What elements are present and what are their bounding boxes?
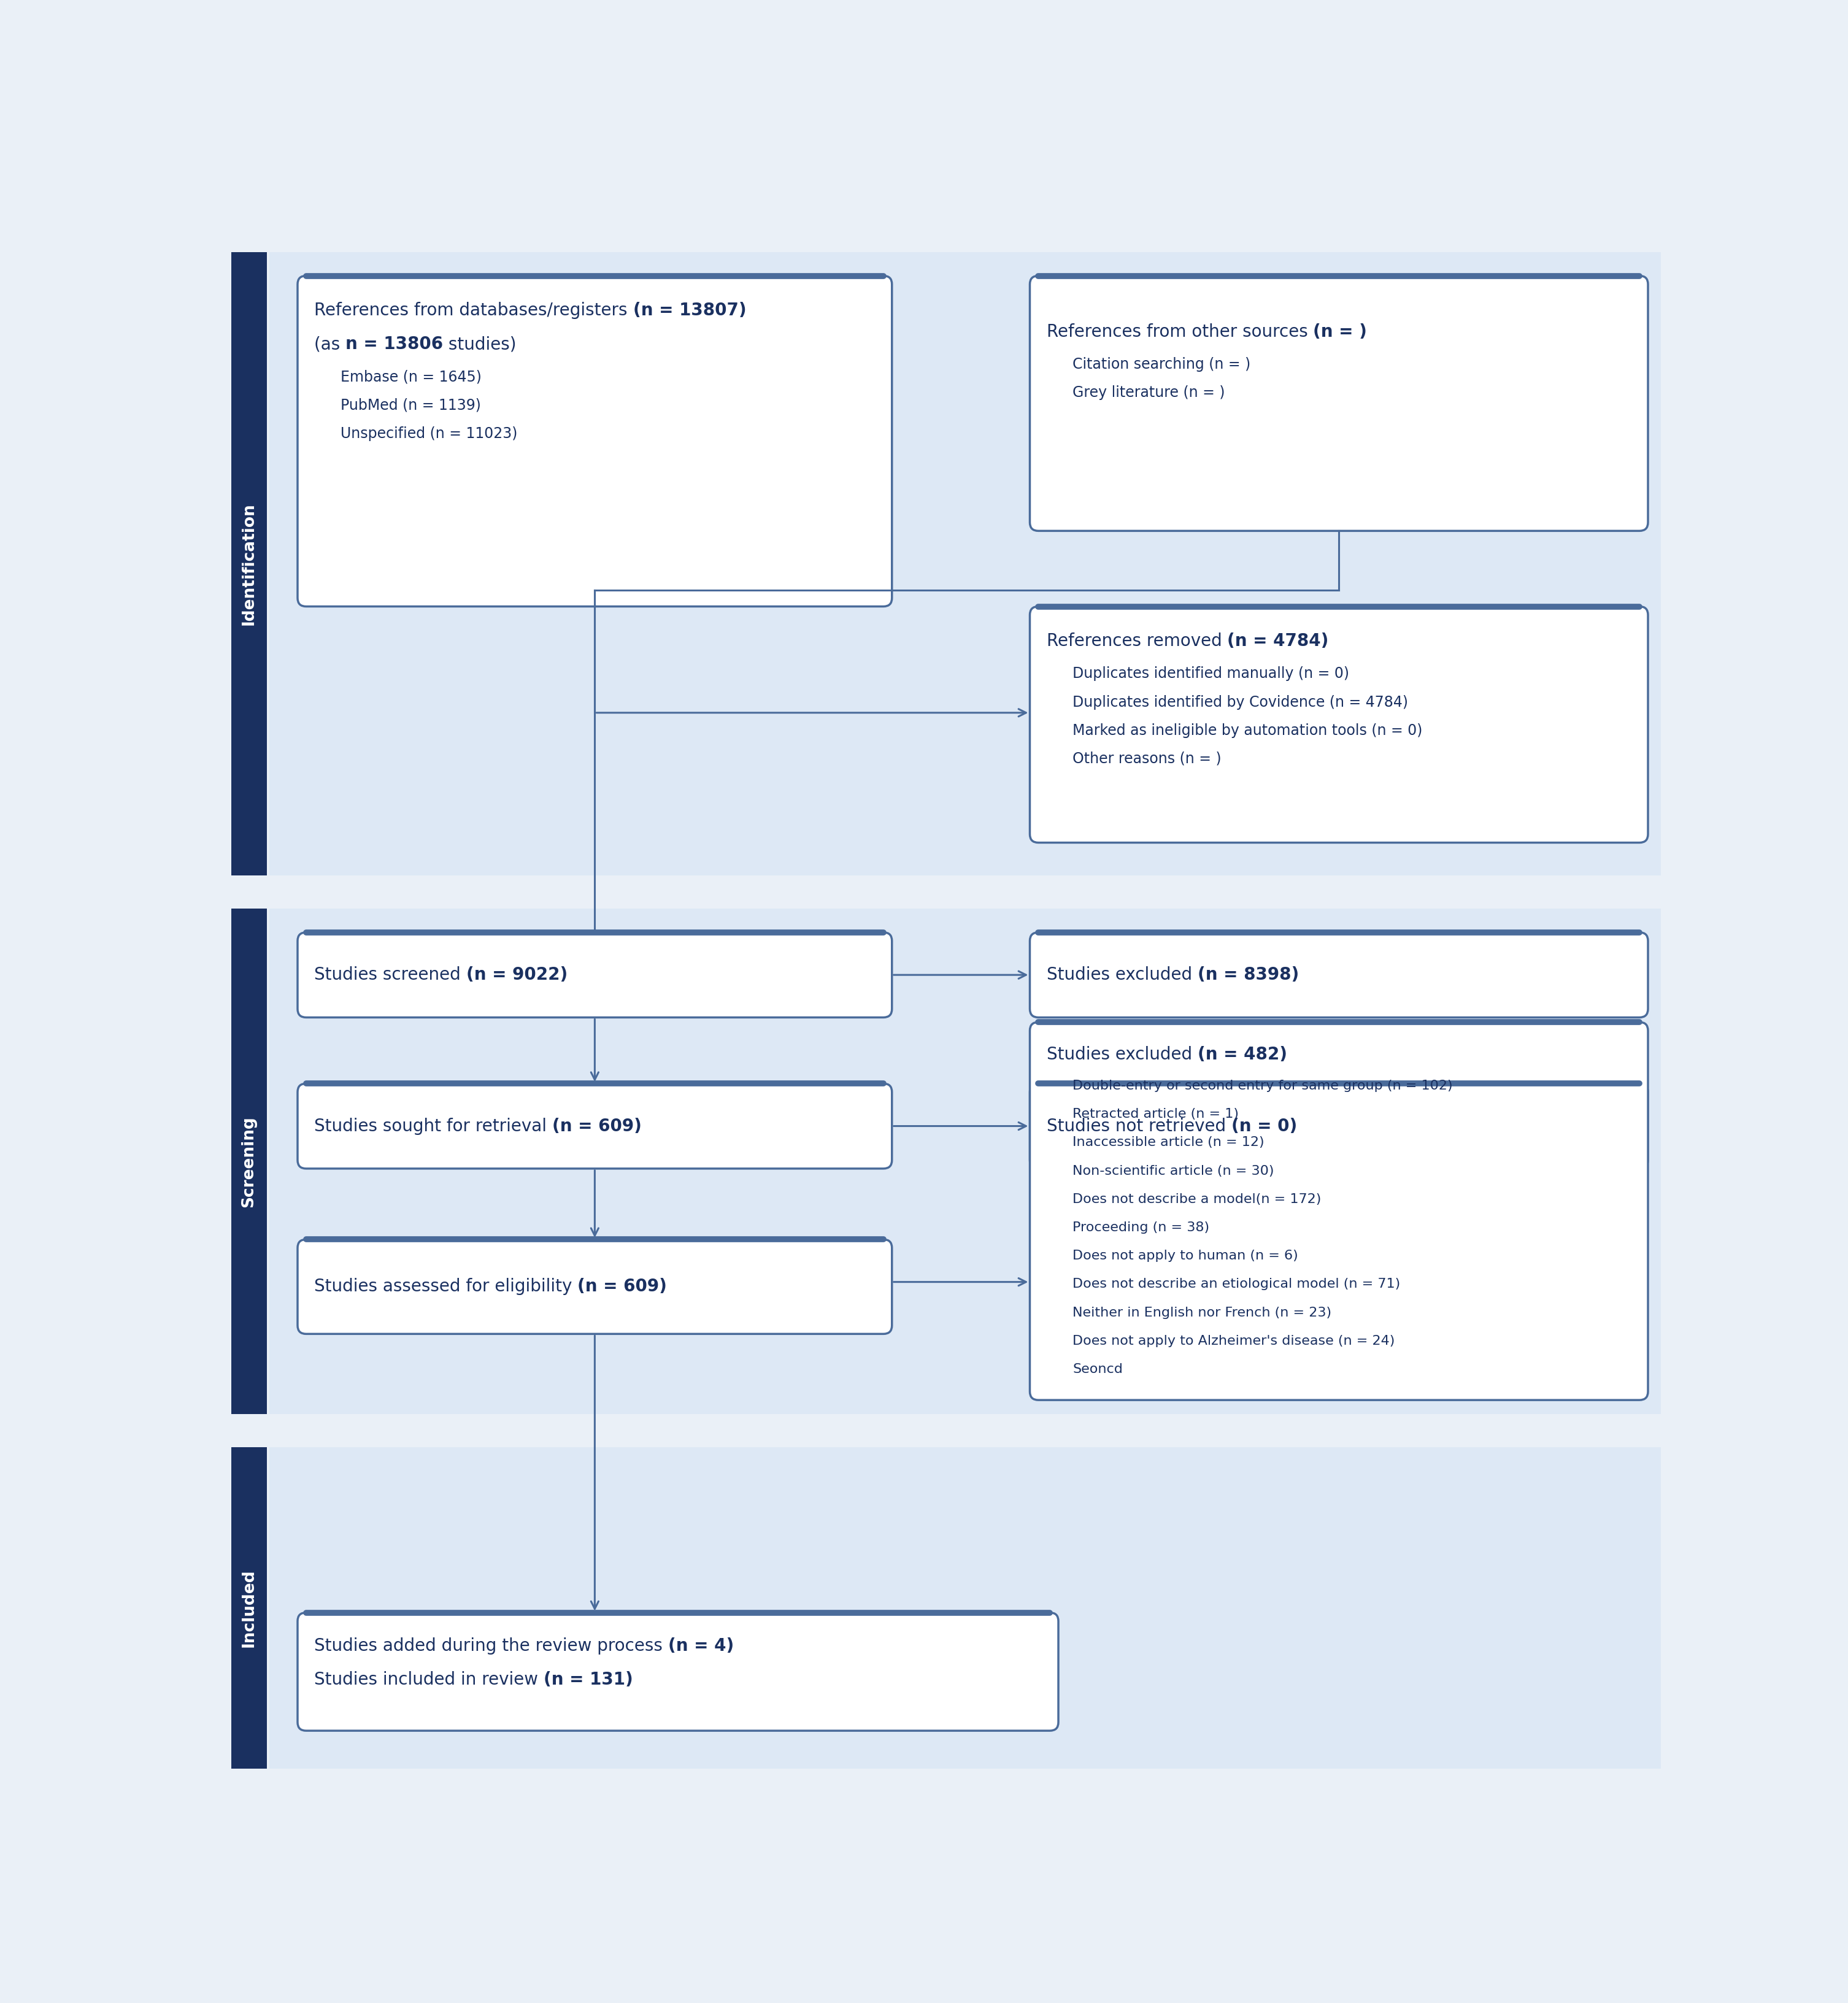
FancyBboxPatch shape <box>1029 1084 1648 1168</box>
Text: Duplicates identified manually (n = 0): Duplicates identified manually (n = 0) <box>1072 667 1349 681</box>
Text: (n = 482): (n = 482) <box>1198 1046 1286 1064</box>
Text: Duplicates identified by Covidence (n = 4784): Duplicates identified by Covidence (n = … <box>1072 695 1408 709</box>
Text: Embase (n = 1645): Embase (n = 1645) <box>340 371 480 385</box>
Text: (n = ): (n = ) <box>1314 322 1368 341</box>
Text: Does not apply to human (n = 6): Does not apply to human (n = 6) <box>1072 1250 1299 1262</box>
Text: (n = 9022): (n = 9022) <box>466 965 567 983</box>
Text: Marked as ineligible by automation tools (n = 0): Marked as ineligible by automation tools… <box>1072 723 1423 737</box>
Text: (n = 8398): (n = 8398) <box>1198 965 1299 983</box>
FancyBboxPatch shape <box>298 1240 893 1334</box>
Bar <box>231 909 266 1414</box>
FancyBboxPatch shape <box>298 1612 1059 1731</box>
Text: Studies excluded: Studies excluded <box>1046 1046 1198 1064</box>
Text: Unspecified (n = 11023): Unspecified (n = 11023) <box>340 427 517 441</box>
Text: (n = 609): (n = 609) <box>553 1118 641 1136</box>
Text: n = 13806: n = 13806 <box>346 337 444 353</box>
FancyBboxPatch shape <box>1029 607 1648 843</box>
FancyBboxPatch shape <box>298 931 893 1018</box>
Text: PubMed (n = 1139): PubMed (n = 1139) <box>340 399 480 413</box>
Text: Proceeding (n = 38): Proceeding (n = 38) <box>1072 1222 1210 1234</box>
Text: (n = 0): (n = 0) <box>1231 1118 1297 1136</box>
Text: (n = 609): (n = 609) <box>578 1278 667 1296</box>
Text: Studies excluded: Studies excluded <box>1046 965 1198 983</box>
Text: studies): studies) <box>444 337 517 353</box>
Text: Studies screened: Studies screened <box>314 965 466 983</box>
Text: Studies added during the review process: Studies added during the review process <box>314 1636 669 1654</box>
Text: Inaccessible article (n = 12): Inaccessible article (n = 12) <box>1072 1136 1264 1150</box>
Text: Studies sought for retrieval: Studies sought for retrieval <box>314 1118 553 1136</box>
Text: References removed: References removed <box>1046 633 1227 649</box>
Text: Included: Included <box>240 1568 257 1646</box>
Text: (n = 131): (n = 131) <box>543 1671 634 1689</box>
Text: Citation searching (n = ): Citation searching (n = ) <box>1072 357 1251 373</box>
Text: Does not describe an etiological model (n = 71): Does not describe an etiological model (… <box>1072 1278 1401 1290</box>
Text: Does not apply to Alzheimer's disease (n = 24): Does not apply to Alzheimer's disease (n… <box>1072 1334 1395 1348</box>
Text: (n = 13807): (n = 13807) <box>632 302 747 318</box>
Text: Double-entry or second entry for same group (n = 102): Double-entry or second entry for same gr… <box>1072 1080 1453 1092</box>
FancyBboxPatch shape <box>1029 931 1648 1018</box>
Bar <box>270 909 1661 1414</box>
Text: Retracted article (n = 1): Retracted article (n = 1) <box>1072 1108 1238 1120</box>
FancyBboxPatch shape <box>1029 1022 1648 1400</box>
Bar <box>270 252 1661 875</box>
Text: Identification: Identification <box>240 503 257 625</box>
Text: Studies included in review: Studies included in review <box>314 1671 543 1689</box>
Text: Non-scientific article (n = 30): Non-scientific article (n = 30) <box>1072 1166 1273 1178</box>
Bar <box>231 1448 266 1769</box>
Text: Seoncd: Seoncd <box>1072 1364 1124 1376</box>
FancyBboxPatch shape <box>298 1084 893 1168</box>
Text: Grey literature (n = ): Grey literature (n = ) <box>1072 385 1225 401</box>
Text: (as: (as <box>314 337 346 353</box>
Text: Screening: Screening <box>240 1116 257 1208</box>
FancyBboxPatch shape <box>1029 276 1648 531</box>
Text: Studies not retrieved: Studies not retrieved <box>1046 1118 1231 1136</box>
Text: Studies assessed for eligibility: Studies assessed for eligibility <box>314 1278 578 1296</box>
Text: Neither in English nor French (n = 23): Neither in English nor French (n = 23) <box>1072 1306 1332 1318</box>
Bar <box>270 1448 1661 1769</box>
Text: (n = 4): (n = 4) <box>669 1636 734 1654</box>
Text: References from databases/registers: References from databases/registers <box>314 302 632 318</box>
Text: Other reasons (n = ): Other reasons (n = ) <box>1072 751 1222 767</box>
Bar <box>231 252 266 875</box>
FancyBboxPatch shape <box>298 276 893 607</box>
Text: Does not describe a model(n = 172): Does not describe a model(n = 172) <box>1072 1194 1321 1206</box>
Text: (n = 4784): (n = 4784) <box>1227 633 1329 649</box>
Text: References from other sources: References from other sources <box>1046 322 1314 341</box>
